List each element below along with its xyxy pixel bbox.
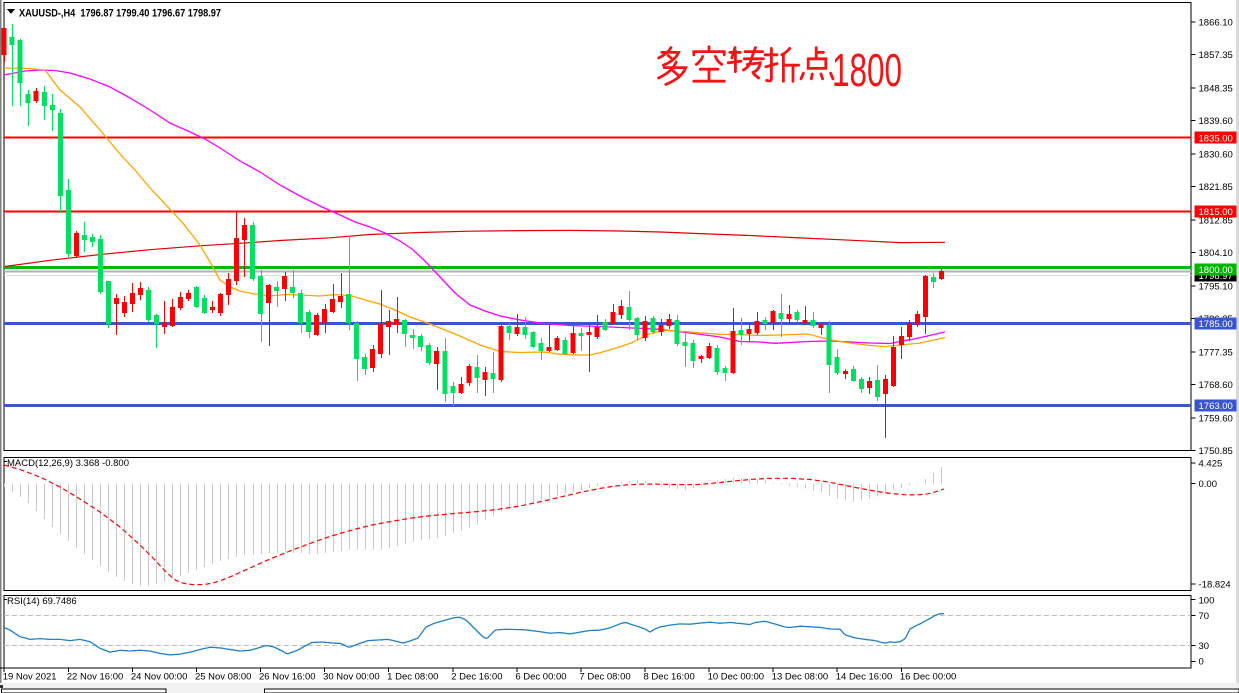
svg-text:30 Nov 00:00: 30 Nov 00:00 xyxy=(323,672,380,683)
svg-text:7 Dec 08:00: 7 Dec 08:00 xyxy=(579,672,630,683)
svg-text:1 Dec 08:00: 1 Dec 08:00 xyxy=(387,672,438,683)
svg-text:30: 30 xyxy=(1199,641,1210,652)
svg-text:1800.00: 1800.00 xyxy=(1199,265,1233,276)
svg-text:1750.85: 1750.85 xyxy=(1199,446,1233,457)
svg-text:1800: 1800 xyxy=(832,44,902,96)
svg-text:-18.824: -18.824 xyxy=(1199,580,1231,591)
svg-text:1768.60: 1768.60 xyxy=(1199,380,1233,391)
svg-text:1804.10: 1804.10 xyxy=(1199,248,1233,259)
svg-text:25 Nov 08:00: 25 Nov 08:00 xyxy=(195,672,252,683)
svg-text:1812.85: 1812.85 xyxy=(1199,215,1233,226)
svg-text:XAUUSD-,H4 1796.87 1799.40 17: XAUUSD-,H4 1796.87 1799.40 1796.67 1798.… xyxy=(19,8,221,20)
svg-text:0: 0 xyxy=(1199,657,1204,668)
svg-text:26 Nov 16:00: 26 Nov 16:00 xyxy=(259,672,316,683)
svg-text:1795.10: 1795.10 xyxy=(1199,281,1233,292)
svg-text:1848.35: 1848.35 xyxy=(1199,83,1233,94)
svg-text:1857.35: 1857.35 xyxy=(1199,50,1233,61)
svg-text:24 Nov 00:00: 24 Nov 00:00 xyxy=(131,672,188,683)
svg-text:1815.00: 1815.00 xyxy=(1199,207,1233,218)
svg-text:8 Dec 16:00: 8 Dec 16:00 xyxy=(644,672,695,683)
svg-text:1763.00: 1763.00 xyxy=(1199,401,1233,412)
svg-text:70: 70 xyxy=(1199,611,1210,622)
svg-text:13 Dec 08:00: 13 Dec 08:00 xyxy=(772,672,829,683)
svg-text:100: 100 xyxy=(1199,596,1215,607)
svg-text:14 Dec 16:00: 14 Dec 16:00 xyxy=(836,672,893,683)
svg-text:MACD(12,26,9) 3.368 -0.800: MACD(12,26,9) 3.368 -0.800 xyxy=(7,458,129,469)
svg-text:1759.60: 1759.60 xyxy=(1199,413,1233,424)
svg-text:1835.00: 1835.00 xyxy=(1199,133,1233,144)
svg-text:6 Dec 00:00: 6 Dec 00:00 xyxy=(515,672,566,683)
svg-text:1839.60: 1839.60 xyxy=(1199,116,1233,127)
svg-text:1798.97: 1798.97 xyxy=(1199,271,1233,282)
svg-text:0.00: 0.00 xyxy=(1199,479,1218,490)
svg-text:2 Dec 16:00: 2 Dec 16:00 xyxy=(451,672,502,683)
svg-text:1830.60: 1830.60 xyxy=(1199,149,1233,160)
svg-text:16 Dec 00:00: 16 Dec 00:00 xyxy=(900,672,957,683)
svg-text:22 Nov 16:00: 22 Nov 16:00 xyxy=(67,672,124,683)
svg-text:1866.10: 1866.10 xyxy=(1199,17,1233,28)
svg-text:10 Dec 00:00: 10 Dec 00:00 xyxy=(708,672,765,683)
svg-text:1821.85: 1821.85 xyxy=(1199,182,1233,193)
svg-text:1777.35: 1777.35 xyxy=(1199,347,1233,358)
svg-text:19 Nov 2021: 19 Nov 2021 xyxy=(3,672,57,683)
svg-text:RSI(14) 69.7486: RSI(14) 69.7486 xyxy=(7,596,77,607)
svg-text:4.425: 4.425 xyxy=(1199,459,1223,470)
svg-text:1785.00: 1785.00 xyxy=(1199,319,1233,330)
